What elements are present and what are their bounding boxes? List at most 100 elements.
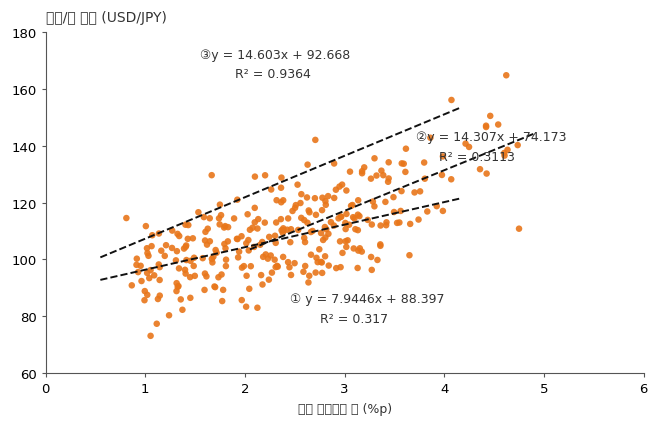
Point bbox=[180, 267, 190, 273]
Point bbox=[229, 216, 239, 222]
Point bbox=[326, 219, 336, 226]
Point bbox=[446, 176, 457, 183]
Point bbox=[394, 219, 405, 226]
Point bbox=[215, 202, 225, 209]
Point bbox=[310, 137, 320, 144]
Point bbox=[232, 236, 243, 243]
Point bbox=[210, 247, 221, 254]
Point bbox=[260, 173, 270, 179]
Point bbox=[133, 269, 144, 276]
Point bbox=[347, 202, 358, 209]
Point bbox=[146, 333, 156, 340]
Point bbox=[217, 298, 227, 305]
Point bbox=[331, 265, 341, 272]
Point bbox=[362, 217, 373, 224]
Point bbox=[212, 250, 222, 256]
Point bbox=[404, 252, 415, 259]
Point bbox=[220, 223, 231, 230]
Point bbox=[329, 161, 339, 167]
Point bbox=[357, 170, 367, 177]
Point bbox=[275, 216, 286, 223]
Point bbox=[241, 273, 252, 279]
Point bbox=[300, 263, 310, 270]
Point bbox=[167, 227, 177, 234]
Point bbox=[340, 226, 351, 233]
Point bbox=[389, 209, 399, 216]
Point bbox=[264, 276, 274, 283]
Point bbox=[167, 245, 177, 252]
Point bbox=[324, 262, 334, 269]
Point bbox=[502, 147, 513, 154]
Point bbox=[336, 214, 347, 221]
Point bbox=[241, 304, 251, 311]
Point bbox=[181, 257, 192, 264]
Point bbox=[378, 173, 389, 179]
Point bbox=[335, 213, 346, 220]
Point bbox=[371, 173, 382, 179]
Point bbox=[153, 296, 163, 303]
Point bbox=[213, 274, 223, 281]
Point bbox=[198, 214, 209, 221]
Point bbox=[156, 248, 167, 254]
Point bbox=[210, 284, 221, 291]
Point bbox=[293, 182, 303, 189]
Point bbox=[304, 273, 314, 279]
Point bbox=[234, 249, 244, 256]
Point bbox=[349, 216, 360, 222]
Point bbox=[432, 203, 442, 210]
Point bbox=[255, 242, 266, 249]
Point bbox=[250, 205, 260, 212]
Point bbox=[302, 195, 312, 201]
Point bbox=[316, 230, 326, 237]
Point bbox=[493, 122, 503, 129]
Point bbox=[437, 172, 447, 179]
Point bbox=[318, 237, 328, 244]
Point bbox=[372, 257, 383, 264]
Point bbox=[250, 219, 260, 226]
Point bbox=[464, 144, 474, 151]
Point bbox=[239, 263, 249, 270]
Point bbox=[172, 231, 183, 238]
Point bbox=[304, 210, 315, 216]
Point bbox=[353, 197, 364, 204]
Point bbox=[233, 254, 243, 261]
Point bbox=[348, 214, 358, 221]
Point bbox=[401, 146, 411, 153]
Point bbox=[181, 244, 191, 251]
Point bbox=[514, 226, 525, 233]
Point bbox=[369, 155, 380, 162]
Point bbox=[223, 239, 233, 245]
Point bbox=[171, 280, 182, 287]
Point bbox=[320, 224, 330, 231]
Point bbox=[283, 216, 293, 222]
Point bbox=[460, 141, 471, 148]
Point bbox=[290, 205, 301, 212]
Point bbox=[420, 176, 430, 183]
Point bbox=[320, 202, 331, 209]
Point bbox=[341, 244, 351, 251]
Point bbox=[154, 262, 164, 268]
Point bbox=[171, 257, 181, 264]
Point bbox=[188, 255, 199, 262]
Point bbox=[174, 233, 185, 240]
Point bbox=[383, 179, 393, 186]
Point bbox=[278, 197, 289, 204]
Point bbox=[161, 242, 171, 249]
Point bbox=[266, 253, 276, 259]
Point bbox=[357, 168, 367, 175]
Point bbox=[257, 239, 268, 246]
Point bbox=[306, 252, 316, 259]
Point bbox=[286, 226, 297, 233]
Point bbox=[221, 256, 231, 263]
X-axis label: 미일 장기금리 차 (%p): 미일 장기금리 차 (%p) bbox=[298, 402, 391, 415]
Point bbox=[446, 97, 457, 104]
Point bbox=[353, 227, 363, 234]
Point bbox=[132, 256, 142, 262]
Point bbox=[344, 222, 355, 229]
Point bbox=[272, 197, 282, 204]
Point bbox=[438, 154, 448, 161]
Point bbox=[317, 207, 328, 214]
Point bbox=[303, 207, 314, 214]
Point bbox=[208, 254, 219, 261]
Point bbox=[221, 263, 231, 270]
